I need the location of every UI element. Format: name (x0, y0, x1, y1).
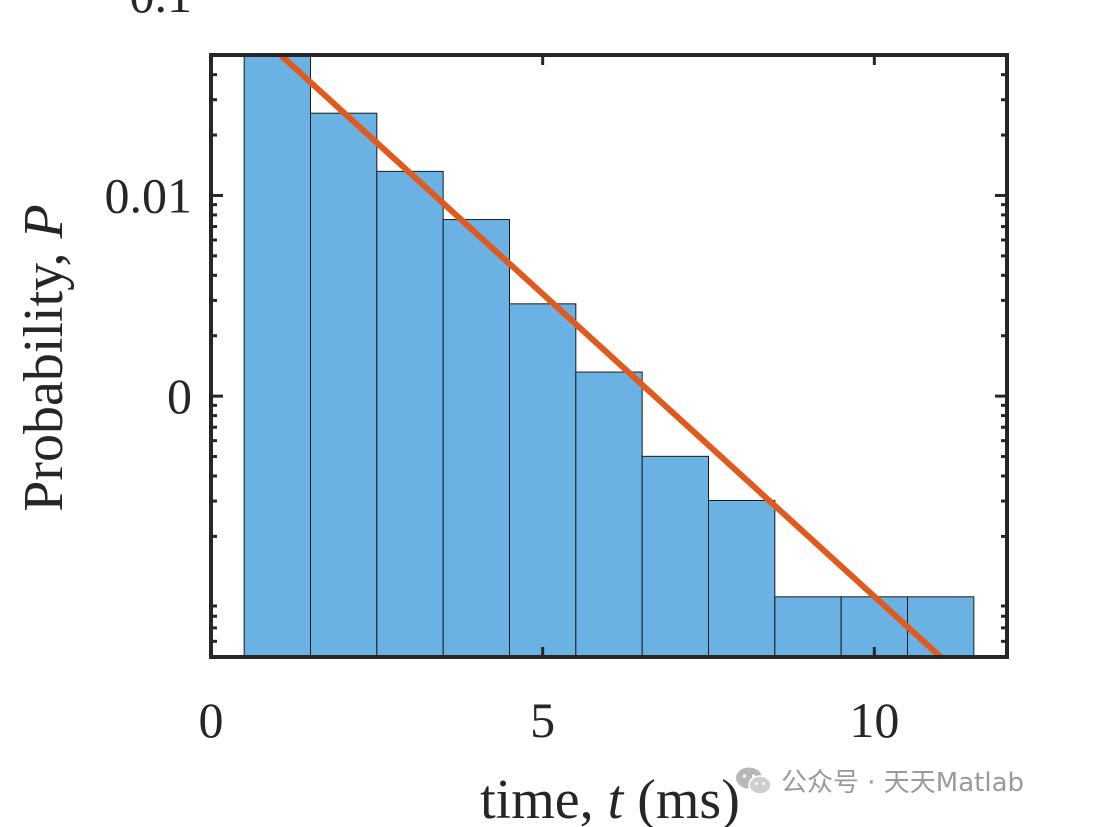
bar-2 (310, 112, 378, 657)
x-axis-label-text: time, (480, 769, 608, 827)
x-tick-label-0: 0 (199, 692, 224, 748)
y-axis-label-text: Probability, (13, 238, 75, 511)
fit-line (278, 55, 943, 657)
bar-11 (907, 596, 975, 657)
tick-labels-group: 0 5 10 0 0.01 0.1 (105, 0, 900, 748)
ticks-group (209, 53, 1007, 657)
y-tick-label-1: 0.01 (105, 167, 193, 223)
axes-box (209, 53, 1009, 659)
bar-5 (509, 303, 577, 657)
bars-group (243, 55, 975, 657)
bar-6 (575, 371, 643, 657)
bar-4 (442, 219, 510, 657)
bar-1 (243, 55, 312, 657)
x-axis-label-unit: (ms) (623, 769, 740, 827)
bar-3 (376, 170, 444, 657)
wechat-icon (736, 767, 772, 795)
y-axis-label-var: P (13, 204, 75, 239)
bar-8 (708, 499, 776, 657)
x-axis-label-var: t (608, 769, 625, 827)
bar-10 (840, 596, 909, 657)
bar-7 (641, 455, 710, 657)
watermark: 公众号 · 天天Matlab (735, 762, 1024, 799)
x-tick-label-2: 10 (849, 692, 899, 748)
bar-9 (774, 596, 842, 657)
watermark-text: 公众号 · 天天Matlab (781, 768, 1025, 798)
x-tick-label-1: 5 (530, 692, 555, 748)
y-axis-label: Probability, P (13, 204, 75, 511)
x-axis-label: time, t (ms) (480, 769, 740, 827)
fit-line-group (278, 55, 943, 657)
y-tick-label-2: 0.1 (130, 0, 193, 23)
y-tick-label-0: 0 (167, 368, 192, 424)
